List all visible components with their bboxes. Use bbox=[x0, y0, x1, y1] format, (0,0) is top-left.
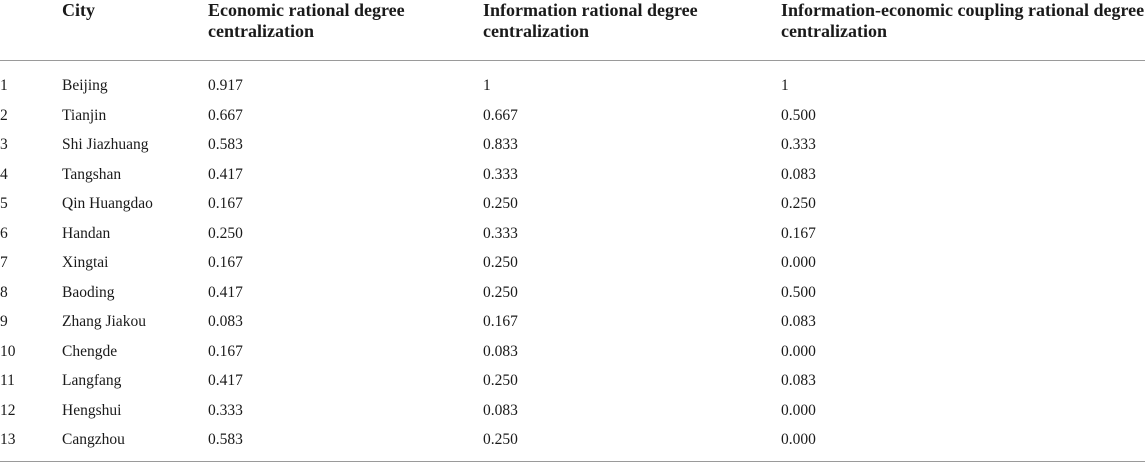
row-index: 9 bbox=[0, 313, 8, 330]
row-index: 2 bbox=[0, 106, 8, 124]
city-name: Shi Jiazhuang bbox=[62, 136, 149, 153]
city-name: Chengde bbox=[62, 342, 118, 360]
economic-value: 0.167 bbox=[208, 195, 243, 212]
coupling-value: 0.083 bbox=[781, 165, 816, 183]
city-name: Cangzhou bbox=[62, 431, 125, 448]
information-value: 1 bbox=[483, 77, 491, 94]
information-value: 0.833 bbox=[483, 136, 518, 153]
economic-value: 0.250 bbox=[208, 224, 243, 242]
table-row: 12 Hengshui 0.333 0.083 0.000 bbox=[0, 396, 1145, 426]
city-name: Zhang Jiakou bbox=[62, 313, 146, 330]
table-row: 8 Baoding 0.417 0.250 0.500 bbox=[0, 278, 1145, 308]
city-name: Langfang bbox=[62, 372, 122, 389]
header-city: City bbox=[62, 0, 208, 61]
coupling-value: 0.250 bbox=[781, 195, 816, 212]
information-value: 0.083 bbox=[483, 401, 518, 419]
information-value: 0.250 bbox=[483, 283, 518, 301]
row-index: 4 bbox=[0, 165, 8, 183]
information-value: 0.333 bbox=[483, 165, 518, 183]
city-name: Tianjin bbox=[62, 106, 107, 124]
coupling-value: 0.083 bbox=[781, 372, 816, 389]
table-row: 9 Zhang Jiakou 0.083 0.167 0.083 bbox=[0, 307, 1145, 337]
row-index: 5 bbox=[0, 195, 8, 212]
row-index: 10 bbox=[0, 342, 16, 360]
information-value: 0.250 bbox=[483, 431, 518, 448]
header-index bbox=[0, 0, 62, 61]
header-coupling: Information-economic coupling rational d… bbox=[781, 0, 1145, 61]
information-value: 0.250 bbox=[483, 195, 518, 212]
header-economic: Economic rational degree centralization bbox=[208, 0, 483, 61]
city-name: Tangshan bbox=[62, 165, 122, 183]
table-header: City Economic rational degree centraliza… bbox=[0, 0, 1145, 61]
city-name: Baoding bbox=[62, 283, 115, 301]
row-index: 8 bbox=[0, 283, 8, 301]
header-row: City Economic rational degree centraliza… bbox=[0, 0, 1145, 61]
information-value: 0.250 bbox=[483, 254, 518, 271]
economic-value: 0.917 bbox=[208, 77, 243, 94]
city-name: Xingtai bbox=[62, 254, 109, 271]
table-row: 3 Shi Jiazhuang 0.583 0.833 0.333 bbox=[0, 130, 1145, 160]
coupling-value: 0.500 bbox=[781, 283, 816, 301]
table-row: 1 Beijing 0.917 1 1 bbox=[0, 61, 1145, 101]
coupling-value: 0.000 bbox=[781, 401, 816, 419]
economic-value: 0.417 bbox=[208, 372, 243, 389]
table-row: 2 Tianjin 0.667 0.667 0.500 bbox=[0, 101, 1145, 131]
city-name: Beijing bbox=[62, 77, 108, 94]
table-row: 6 Handan 0.250 0.333 0.167 bbox=[0, 219, 1145, 249]
information-value: 0.167 bbox=[483, 313, 518, 330]
economic-value: 0.083 bbox=[208, 313, 243, 330]
economic-value: 0.333 bbox=[208, 401, 243, 419]
table-body: 1 Beijing 0.917 1 1 2 Tianjin 0.667 0.667 0.500 3 S… bbox=[0, 61, 1145, 461]
city-name: Qin Huangdao bbox=[62, 195, 153, 212]
row-index: 1 bbox=[0, 77, 8, 94]
row-index: 11 bbox=[0, 372, 15, 389]
coupling-value: 0.167 bbox=[781, 224, 816, 242]
coupling-value: 0.333 bbox=[781, 136, 816, 153]
coupling-value: 0.083 bbox=[781, 313, 816, 330]
row-index: 6 bbox=[0, 224, 8, 242]
coupling-value: 1 bbox=[781, 77, 789, 94]
table-row: 5 Qin Huangdao 0.167 0.250 0.250 bbox=[0, 189, 1145, 219]
economic-value: 0.167 bbox=[208, 254, 243, 271]
city-name: Hengshui bbox=[62, 401, 122, 419]
header-information: Information rational degree centralizati… bbox=[483, 0, 781, 61]
table-bottom-rule bbox=[0, 460, 1145, 462]
row-index: 7 bbox=[0, 254, 8, 271]
economic-value: 0.167 bbox=[208, 342, 243, 360]
economic-value: 0.667 bbox=[208, 106, 243, 124]
row-index: 13 bbox=[0, 431, 16, 448]
table-row: 4 Tangshan 0.417 0.333 0.083 bbox=[0, 160, 1145, 190]
row-index: 12 bbox=[0, 401, 16, 419]
table-row: 10 Chengde 0.167 0.083 0.000 bbox=[0, 337, 1145, 367]
coupling-value: 0.000 bbox=[781, 254, 816, 271]
information-value: 0.083 bbox=[483, 342, 518, 360]
table-row: 13 Cangzhou 0.583 0.250 0.000 bbox=[0, 425, 1145, 461]
coupling-value: 0.000 bbox=[781, 342, 816, 360]
coupling-value: 0.000 bbox=[781, 431, 816, 448]
information-value: 0.250 bbox=[483, 372, 518, 389]
row-index: 3 bbox=[0, 136, 8, 153]
information-value: 0.667 bbox=[483, 106, 518, 124]
table-row: 11 Langfang 0.417 0.250 0.083 bbox=[0, 366, 1145, 396]
city-name: Handan bbox=[62, 224, 111, 242]
table-row: 7 Xingtai 0.167 0.250 0.000 bbox=[0, 248, 1145, 278]
economic-value: 0.583 bbox=[208, 136, 243, 153]
coupling-value: 0.500 bbox=[781, 106, 816, 124]
economic-value: 0.417 bbox=[208, 283, 243, 301]
economic-value: 0.417 bbox=[208, 165, 243, 183]
information-value: 0.333 bbox=[483, 224, 518, 242]
economic-value: 0.583 bbox=[208, 431, 243, 448]
